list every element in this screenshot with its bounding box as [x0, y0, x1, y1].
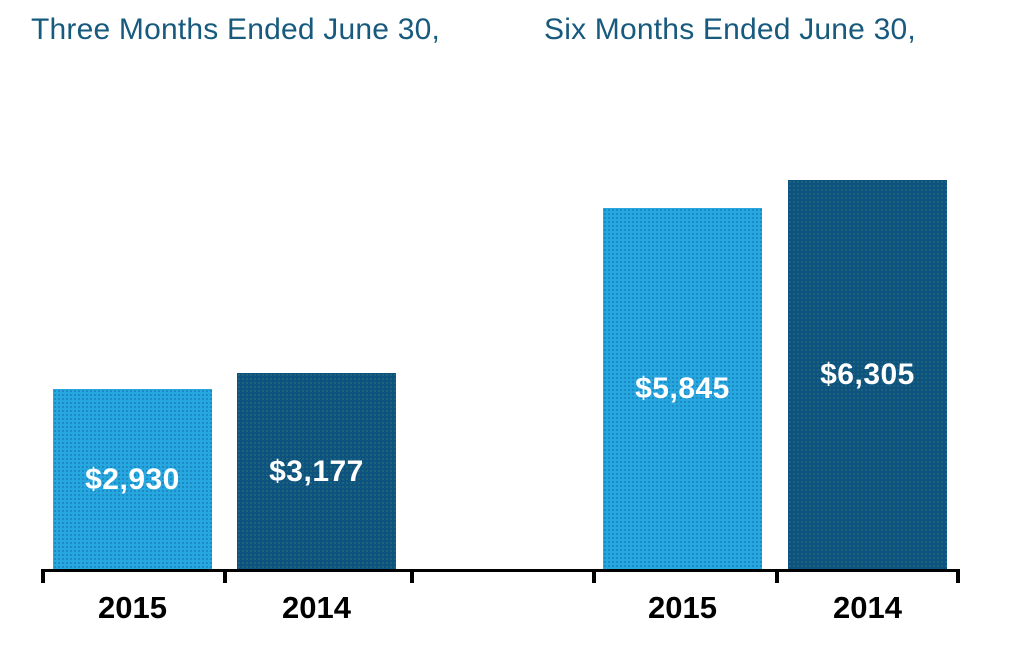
bar-value-label: $3,177	[269, 454, 364, 488]
axis-tick	[223, 569, 227, 583]
bar-2015-six-months: $5,845	[603, 208, 762, 570]
group-title-three-months: Three Months Ended June 30,	[31, 13, 440, 46]
axis-tick	[956, 569, 960, 583]
x-axis-line	[41, 569, 960, 572]
axis-tick	[410, 569, 414, 583]
bar-2014-six-months: $6,305	[788, 180, 947, 570]
x-axis-label: 2015	[98, 590, 167, 625]
bar-value-label: $5,845	[635, 372, 730, 405]
x-axis-label: 2015	[648, 590, 717, 625]
axis-tick	[41, 569, 45, 583]
group-title-six-months: Six Months Ended June 30,	[544, 13, 916, 46]
axis-tick	[592, 569, 596, 583]
bar-2015-three-months: $2,930	[53, 389, 212, 570]
bar-value-label: $6,305	[820, 358, 915, 391]
axis-tick	[775, 569, 779, 583]
bar-value-label: $2,930	[85, 462, 180, 496]
x-axis-label: 2014	[833, 590, 902, 625]
bar-2014-three-months: $3,177	[237, 373, 396, 570]
x-axis-label: 2014	[282, 590, 351, 625]
